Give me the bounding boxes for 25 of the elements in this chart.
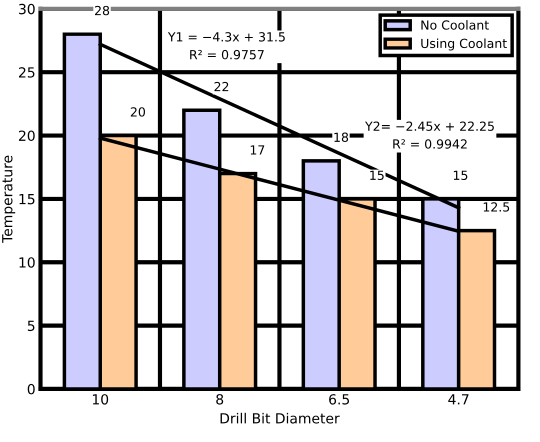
y-tick-label: 10 — [19, 257, 35, 268]
x-tick-label: 4.7 — [448, 394, 469, 404]
y-tick-label: 25 — [18, 67, 34, 78]
x-tick-label: 10 — [92, 394, 108, 405]
y-tick-label: 20 — [18, 130, 35, 142]
data-label: 18 — [334, 132, 348, 142]
data-label: 28 — [94, 6, 110, 16]
y-axis-title: Temperature — [2, 156, 16, 243]
x-axis-title: Drill Bit Diameter — [220, 412, 340, 424]
x-tick-label: 8 — [216, 394, 224, 405]
data-label: 17 — [250, 145, 264, 154]
data-label: 22 — [214, 82, 228, 92]
y-tick-label: 30 — [19, 4, 35, 14]
x-tick-label: 6.5 — [329, 394, 350, 405]
data-label: 12.5 — [484, 202, 510, 212]
annotation: Y2= −2.45x + 22.25 R² = 0.9942 — [364, 121, 494, 149]
annotation: Y1 = −4.3x + 31.5 R² = 0.9757 — [168, 32, 285, 60]
y-tick-label: 5 — [28, 320, 34, 332]
legend-label: No Coolant — [421, 20, 489, 30]
y-tick-label: 15 — [19, 194, 34, 204]
data-label: 20 — [130, 107, 145, 117]
data-label: 15 — [370, 170, 384, 180]
data-label: 15 — [454, 170, 468, 180]
y-tick-label: 0 — [28, 384, 35, 394]
legend-label: Using Coolant — [421, 38, 507, 51]
